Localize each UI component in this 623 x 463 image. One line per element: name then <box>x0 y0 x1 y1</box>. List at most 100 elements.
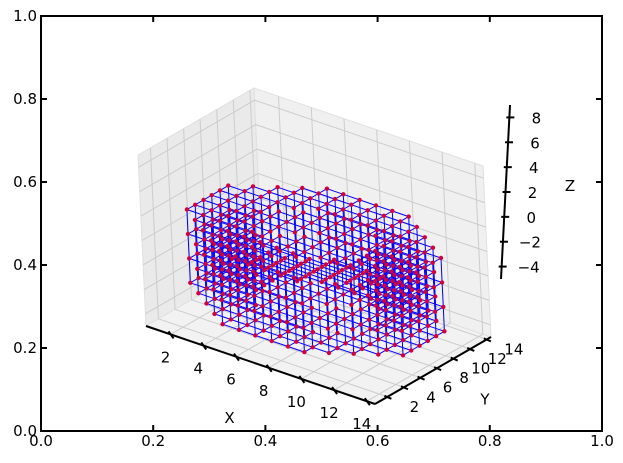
lattice-point <box>245 322 250 328</box>
lattice-edge <box>325 264 328 289</box>
lattice-point <box>350 311 355 317</box>
lattice-point <box>261 328 266 333</box>
lattice-point <box>203 246 208 251</box>
lattice-point <box>349 202 354 207</box>
lattice-point <box>236 242 241 247</box>
x-gridline <box>333 152 451 391</box>
lattice-edge <box>205 263 208 289</box>
lattice-point <box>398 219 403 224</box>
lattice-point <box>204 271 210 276</box>
lattice-edge <box>309 198 312 223</box>
lattice-point <box>254 272 259 277</box>
x-tick-label: 6 <box>226 371 236 389</box>
lattice-edge <box>327 228 330 253</box>
lattice-edge <box>228 225 231 250</box>
lattice-point <box>383 277 389 282</box>
lattice-point <box>210 232 215 237</box>
lattice-point <box>260 219 265 224</box>
lattice-edge <box>237 275 240 300</box>
lattice-edge <box>262 306 265 331</box>
lattice-edge <box>352 314 355 339</box>
lattice-point <box>408 293 413 298</box>
lattice-point <box>195 266 200 271</box>
lattice-edge <box>244 191 247 216</box>
lattice-point <box>294 239 299 244</box>
lattice-edge <box>416 242 419 267</box>
lattice-edge <box>399 251 402 277</box>
lattice-point <box>416 303 421 309</box>
x-tick <box>265 364 273 373</box>
lattice-point <box>385 302 390 307</box>
lattice-point <box>309 220 314 225</box>
lattice-point <box>374 273 379 278</box>
x-tick <box>298 375 306 384</box>
lattice-point <box>342 216 347 221</box>
lattice-point <box>399 328 404 333</box>
lattice-point <box>293 300 298 305</box>
lattice-edge <box>391 210 394 236</box>
lattice-edge <box>399 236 402 262</box>
lattice-edge <box>351 289 354 315</box>
lattice-edge <box>441 282 444 307</box>
lattice-point <box>219 297 224 302</box>
lattice-point <box>187 256 192 261</box>
lattice-edge <box>418 275 421 301</box>
lattice-edge <box>343 218 346 244</box>
x-tick <box>364 397 371 406</box>
lattice-point <box>332 196 338 202</box>
lattice-point <box>235 233 240 238</box>
lattice-edge <box>352 268 355 294</box>
lattice-edge <box>285 282 288 308</box>
lattice-point <box>349 302 354 307</box>
lattice-point <box>234 248 240 253</box>
z-gridline <box>139 124 485 204</box>
x-tick <box>331 386 338 395</box>
lattice-point <box>424 284 430 289</box>
lattice-edge <box>400 306 403 331</box>
lattice-edge <box>415 257 418 282</box>
lattice-edge <box>352 329 355 354</box>
y-tick-label: 14 <box>504 340 523 358</box>
lattice-edge <box>418 290 421 316</box>
x-axis-line <box>145 325 376 405</box>
lattice-edge <box>415 272 418 297</box>
lattice-point <box>375 327 380 333</box>
outer-x-tick-label: 0.6 <box>366 432 390 450</box>
lattice-point <box>285 344 291 349</box>
lattice-point <box>425 338 430 344</box>
lattice-point <box>376 352 381 357</box>
lattice-edge <box>228 270 231 296</box>
lattice-edge <box>350 265 353 290</box>
lattice-point <box>368 341 373 347</box>
y-tick <box>384 394 392 400</box>
outer-x-tick-label: 0.8 <box>478 432 502 450</box>
lattice-point <box>267 289 272 295</box>
lattice-edge <box>268 207 271 232</box>
lattice-point <box>236 257 241 263</box>
lattice-edge <box>408 231 411 257</box>
lattice-point <box>398 304 403 309</box>
lattice-edge <box>326 203 329 229</box>
lattice-point <box>389 269 394 274</box>
lattice-point <box>242 219 247 224</box>
lattice-edge <box>245 285 248 310</box>
lattice-edge <box>270 316 273 342</box>
lattice-point <box>367 302 372 307</box>
lattice-edge <box>432 247 435 273</box>
lattice-edge <box>235 195 238 221</box>
lattice-point <box>259 264 264 269</box>
lattice-point <box>268 299 273 304</box>
lattice-edge <box>229 249 232 275</box>
lattice-point <box>250 214 255 219</box>
lattice-edge <box>400 291 403 316</box>
lattice-point <box>227 292 232 298</box>
lattice-point <box>250 229 255 234</box>
lattice-point <box>341 292 346 297</box>
lattice-point <box>266 250 271 255</box>
lattice-edge <box>385 310 388 335</box>
lattice-edge <box>227 215 230 241</box>
lattice-edge <box>342 209 345 234</box>
lattice-point <box>348 217 354 222</box>
lattice-point <box>307 256 312 262</box>
outer-x-tick-label: 0.2 <box>141 432 165 450</box>
